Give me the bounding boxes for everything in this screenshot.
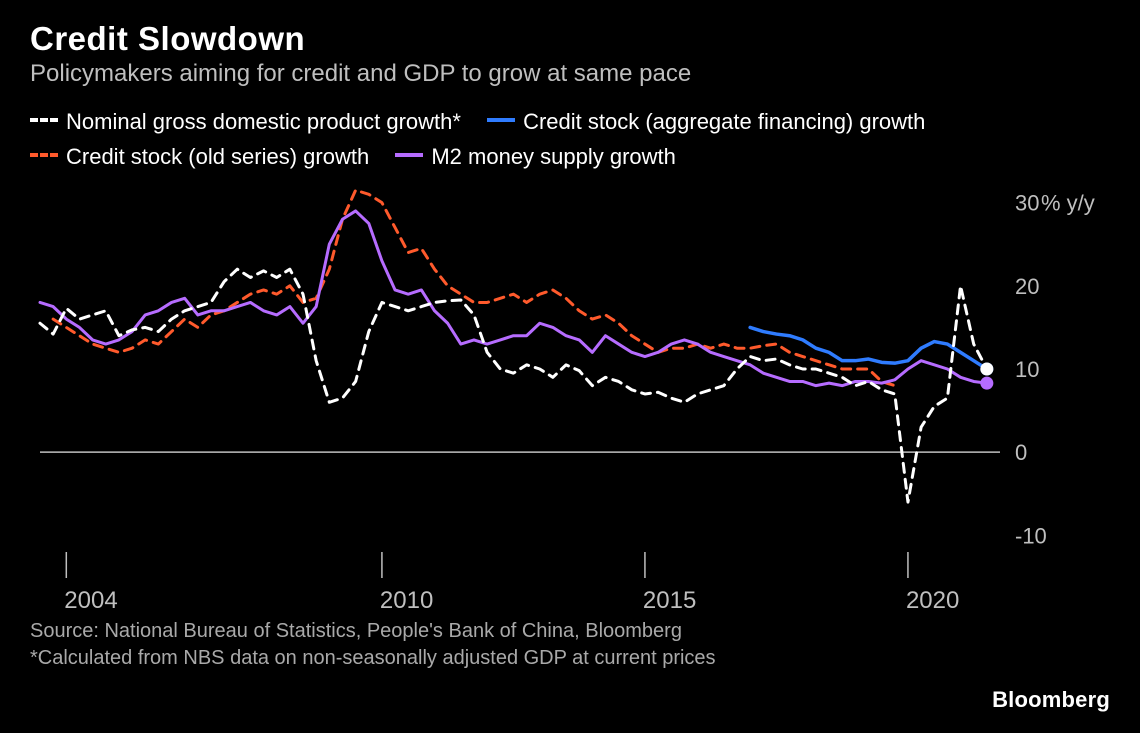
footer-note: *Calculated from NBS data on non-seasona… — [30, 645, 1110, 672]
svg-text:2020: 2020 — [906, 587, 959, 614]
svg-text:2010: 2010 — [380, 587, 433, 614]
svg-text:20: 20 — [1015, 274, 1039, 299]
svg-text:0: 0 — [1015, 440, 1027, 465]
legend-label-ngdp: Nominal gross domestic product growth* — [66, 107, 461, 137]
legend-row-2: Credit stock (old series) growth M2 mone… — [30, 137, 1110, 172]
footer: Source: National Bureau of Statistics, P… — [30, 618, 1110, 672]
svg-text:2004: 2004 — [64, 587, 117, 614]
footer-source: Source: National Bureau of Statistics, P… — [30, 618, 1110, 645]
plot-svg: -10 0 10 20 30% y/y 2004 2010 2015 2020 — [30, 176, 1110, 616]
legend-item-m2: M2 money supply growth — [395, 142, 676, 172]
svg-text:30: 30 — [1015, 190, 1039, 215]
legend-item-credit-old: Credit stock (old series) growth — [30, 142, 369, 172]
legend-swatch-credit-agg — [487, 118, 515, 122]
legend-swatch-credit-old — [30, 153, 58, 157]
chart-title: Credit Slowdown — [30, 20, 1110, 58]
svg-text:10: 10 — [1015, 357, 1039, 382]
svg-text:2015: 2015 — [643, 587, 696, 614]
legend-label-credit-agg: Credit stock (aggregate financing) growt… — [523, 107, 925, 137]
svg-text:% y/y: % y/y — [1041, 190, 1095, 215]
legend: Nominal gross domestic product growth* C… — [30, 102, 1110, 172]
series-credit_old — [53, 190, 895, 385]
legend-label-m2: M2 money supply growth — [431, 142, 676, 172]
legend-item-credit-agg: Credit stock (aggregate financing) growt… — [487, 107, 925, 137]
legend-row-1: Nominal gross domestic product growth* C… — [30, 102, 1110, 137]
brand-label: Bloomberg — [992, 687, 1110, 713]
svg-text:-10: -10 — [1015, 523, 1047, 548]
chart-container: Credit Slowdown Policymakers aiming for … — [0, 0, 1140, 733]
legend-swatch-ngdp — [30, 118, 58, 122]
legend-swatch-m2 — [395, 153, 423, 157]
chart-subtitle: Policymakers aiming for credit and GDP t… — [30, 60, 1110, 88]
plot-region: -100102030% y/y2004201020152020 — [30, 176, 1110, 606]
legend-label-credit-old: Credit stock (old series) growth — [66, 142, 369, 172]
legend-item-ngdp: Nominal gross domestic product growth* — [30, 107, 461, 137]
